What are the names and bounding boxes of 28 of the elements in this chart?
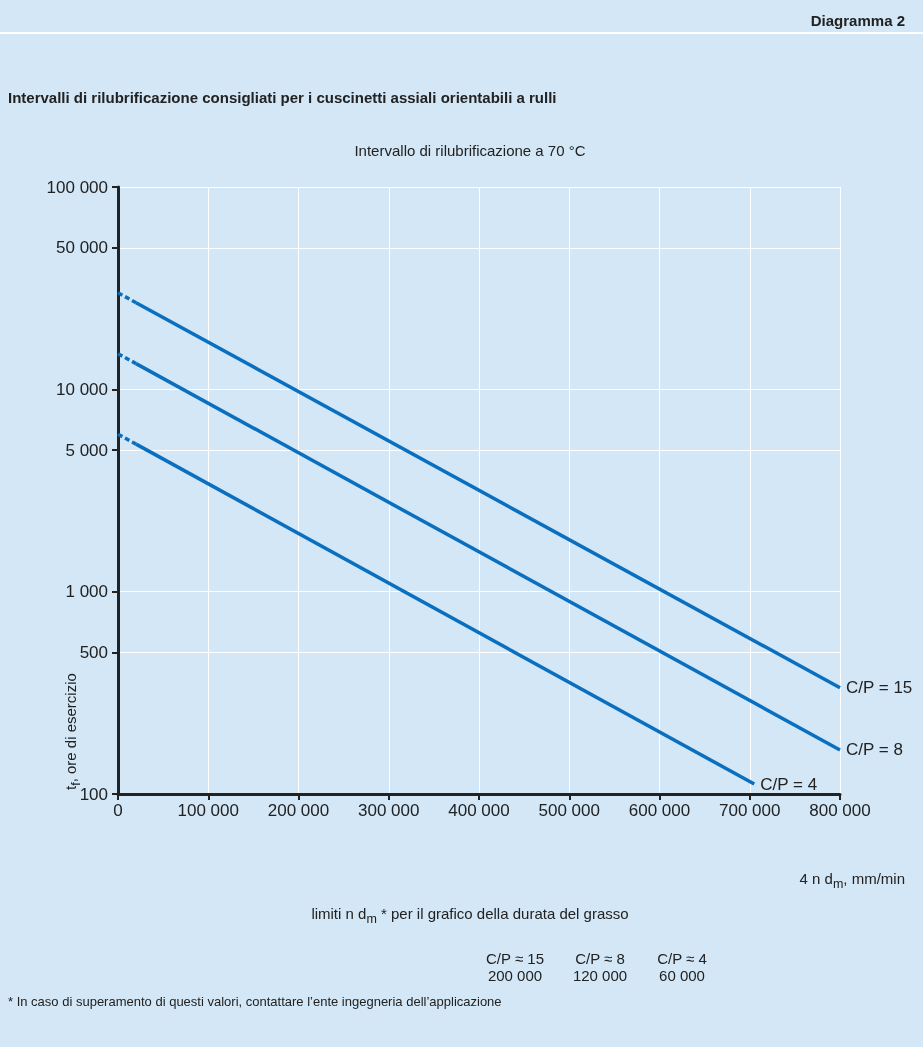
y-tick-label: 5 000 bbox=[65, 440, 108, 460]
y-tick-label: 10 000 bbox=[56, 379, 108, 399]
y-tick-label: 500 bbox=[79, 643, 108, 663]
text: * In caso di superamento di questi valori, contattare l’ente ingegneria dell’applicazione bbox=[8, 993, 502, 1010]
x-tick-label: 200 000 bbox=[267, 801, 330, 820]
y-tick-label: 1 000 bbox=[65, 582, 108, 602]
text: Diagramma 2 bbox=[810, 12, 905, 29]
chart-subtitle: Intervallo di rilubrificazione a 70 °C bbox=[354, 142, 586, 159]
x-tick-label: 300 000 bbox=[358, 801, 420, 820]
series-label: C/P = 8 bbox=[846, 740, 903, 760]
y-tick-label: 100 bbox=[79, 784, 108, 804]
x-tick-label: 600 000 bbox=[628, 801, 691, 820]
y-tick-label: 50 000 bbox=[56, 238, 108, 258]
series-label: C/P = 4 bbox=[760, 774, 818, 794]
chart-title: Intervalli di rilubrificazione consigliati per i cuscinetti assiali orientabili a rulli bbox=[8, 89, 557, 106]
x-tick-label: 800 000 bbox=[809, 801, 871, 820]
y-tick-label: 100 000 bbox=[46, 177, 108, 197]
text: C/P ≈ 4 60 000 bbox=[657, 950, 707, 984]
x-tick-label: 0 bbox=[113, 801, 123, 820]
x-tick-label: 700 000 bbox=[719, 801, 781, 820]
text: limiti n d$_{m}$ * per il grafico della durata del grasso bbox=[311, 905, 629, 928]
x-tick-label: 500 000 bbox=[538, 801, 600, 820]
series-label: C/P = 15 bbox=[846, 678, 913, 698]
text: C/P ≈ 8 120 000 bbox=[572, 950, 628, 984]
x-tick-label: 400 000 bbox=[448, 801, 510, 820]
x-axis-title: 4 n d$_{m}$, mm/min bbox=[799, 870, 905, 893]
x-tick-label: 100 000 bbox=[177, 801, 239, 820]
text: C/P ≈ 15 200 000 bbox=[486, 950, 544, 984]
